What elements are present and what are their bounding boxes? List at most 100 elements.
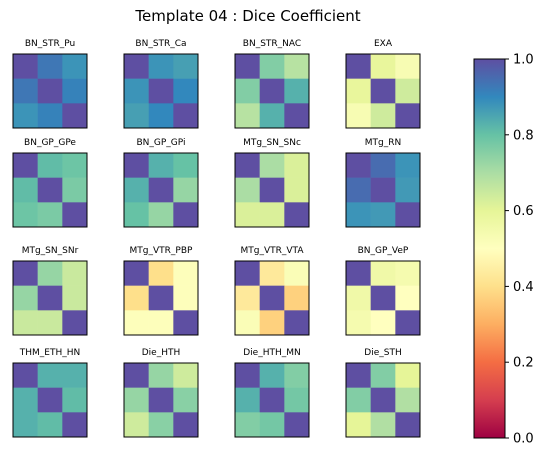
heatmap-cell — [370, 310, 396, 336]
heatmap-cell — [284, 103, 310, 129]
panel-title: MTg_VTR_VTA — [241, 246, 305, 256]
heatmap-cell — [346, 153, 371, 178]
heatmap-panel: BN_GP_GPe — [12, 138, 88, 228]
heatmap-cell — [235, 78, 260, 104]
heatmap-panel: Die_STH — [345, 348, 421, 438]
heatmap-cell — [62, 78, 88, 104]
panel-frame — [123, 260, 199, 336]
heatmap-cell — [62, 153, 88, 178]
heatmap-cell — [173, 177, 199, 203]
colorbar-tick-label: 0.2 — [513, 356, 534, 371]
heatmap-cell — [173, 103, 199, 129]
heatmap-cell — [148, 78, 174, 104]
heatmap-cell — [395, 177, 421, 203]
heatmap-cell — [62, 363, 88, 388]
panel-title: Die_STH — [364, 348, 401, 358]
heatmap-panel: MTg_SN_SNc — [234, 138, 310, 228]
panel-frame — [234, 260, 310, 336]
panel-title: BN_GP_VeP — [358, 246, 409, 256]
heatmap-panel: BN_STR_NAC — [234, 39, 310, 129]
heatmap-cell — [235, 310, 260, 336]
heatmap-cell — [148, 153, 174, 178]
heatmap-cell — [395, 285, 421, 311]
heatmap-cell — [148, 387, 174, 413]
heatmap-cell — [395, 78, 421, 104]
panel-frame — [345, 260, 421, 336]
heatmap-cell — [148, 363, 174, 388]
heatmap-cell — [259, 177, 285, 203]
heatmap-cell — [346, 103, 371, 129]
panel-frame — [123, 152, 199, 228]
panel-title: EXA — [374, 39, 393, 49]
panel-frame — [123, 53, 199, 129]
colorbar-gradient — [473, 58, 506, 439]
heatmap-cell — [370, 202, 396, 228]
heatmap-cell — [13, 363, 38, 388]
heatmap-cell — [37, 310, 63, 336]
heatmap-cell — [13, 412, 38, 438]
heatmap-cell — [346, 412, 371, 438]
heatmap-cell — [395, 261, 421, 286]
heatmap-cell — [259, 261, 285, 286]
heatmap-cell — [148, 310, 174, 336]
panel-frame — [12, 152, 88, 228]
heatmap-cell — [37, 387, 63, 413]
heatmap-cell — [37, 363, 63, 388]
heatmap-cell — [259, 310, 285, 336]
panel-title: Die_HTH — [142, 348, 181, 358]
heatmap-cell — [124, 412, 149, 438]
heatmap-cell — [346, 177, 371, 203]
colorbar-tick-label: 0.4 — [513, 280, 534, 295]
heatmap-cell — [148, 54, 174, 79]
heatmap-cell — [235, 412, 260, 438]
panel-title: THM_ETH_HN — [19, 348, 80, 358]
panel-frame — [12, 53, 88, 129]
heatmap-cell — [284, 153, 310, 178]
heatmap-cell — [13, 103, 38, 129]
heatmap-cell — [62, 103, 88, 129]
heatmap-cell — [235, 387, 260, 413]
heatmap-cell — [148, 177, 174, 203]
heatmap-cell — [346, 387, 371, 413]
colorbar-tick-label: 0.0 — [513, 432, 534, 447]
panel-title: Die_HTH_MN — [243, 348, 301, 358]
heatmap-cell — [235, 54, 260, 79]
heatmap-cell — [259, 103, 285, 129]
heatmap-cell — [395, 202, 421, 228]
heatmap-panel: BN_STR_Pu — [12, 39, 88, 129]
heatmap-cell — [346, 202, 371, 228]
heatmap-cell — [124, 285, 149, 311]
heatmap-cell — [346, 310, 371, 336]
heatmap-cell — [148, 261, 174, 286]
heatmap-cell — [346, 261, 371, 286]
heatmap-cell — [37, 54, 63, 79]
heatmap-cell — [370, 261, 396, 286]
heatmap-cell — [37, 103, 63, 129]
heatmap-cell — [370, 363, 396, 388]
panel-frame — [234, 362, 310, 438]
heatmap-cell — [235, 261, 260, 286]
heatmap-cell — [148, 103, 174, 129]
heatmap-cell — [395, 387, 421, 413]
heatmap-cell — [370, 78, 396, 104]
chart-title: Template 04 : Dice Coefficient — [134, 7, 360, 25]
heatmap-cell — [37, 202, 63, 228]
panel-frame — [12, 260, 88, 336]
heatmap-cell — [173, 285, 199, 311]
panel-frame — [123, 362, 199, 438]
heatmap-cell — [37, 261, 63, 286]
panel-title: MTg_VTR_PBP — [130, 246, 193, 256]
heatmap-cell — [259, 153, 285, 178]
heatmap-panels: BN_STR_Pu BN_STR_Ca BN_STR_NAC EXA BN_GP_GPe… — [12, 39, 421, 438]
heatmap-cell — [124, 363, 149, 388]
heatmap-cell — [284, 412, 310, 438]
heatmap-panel: Die_HTH — [123, 348, 199, 438]
heatmap-cell — [62, 285, 88, 311]
heatmap-cell — [37, 412, 63, 438]
heatmap-cell — [148, 412, 174, 438]
heatmap-cell — [124, 153, 149, 178]
heatmap-cell — [62, 261, 88, 286]
heatmap-cell — [284, 285, 310, 311]
heatmap-cell — [259, 78, 285, 104]
heatmap-cell — [370, 103, 396, 129]
